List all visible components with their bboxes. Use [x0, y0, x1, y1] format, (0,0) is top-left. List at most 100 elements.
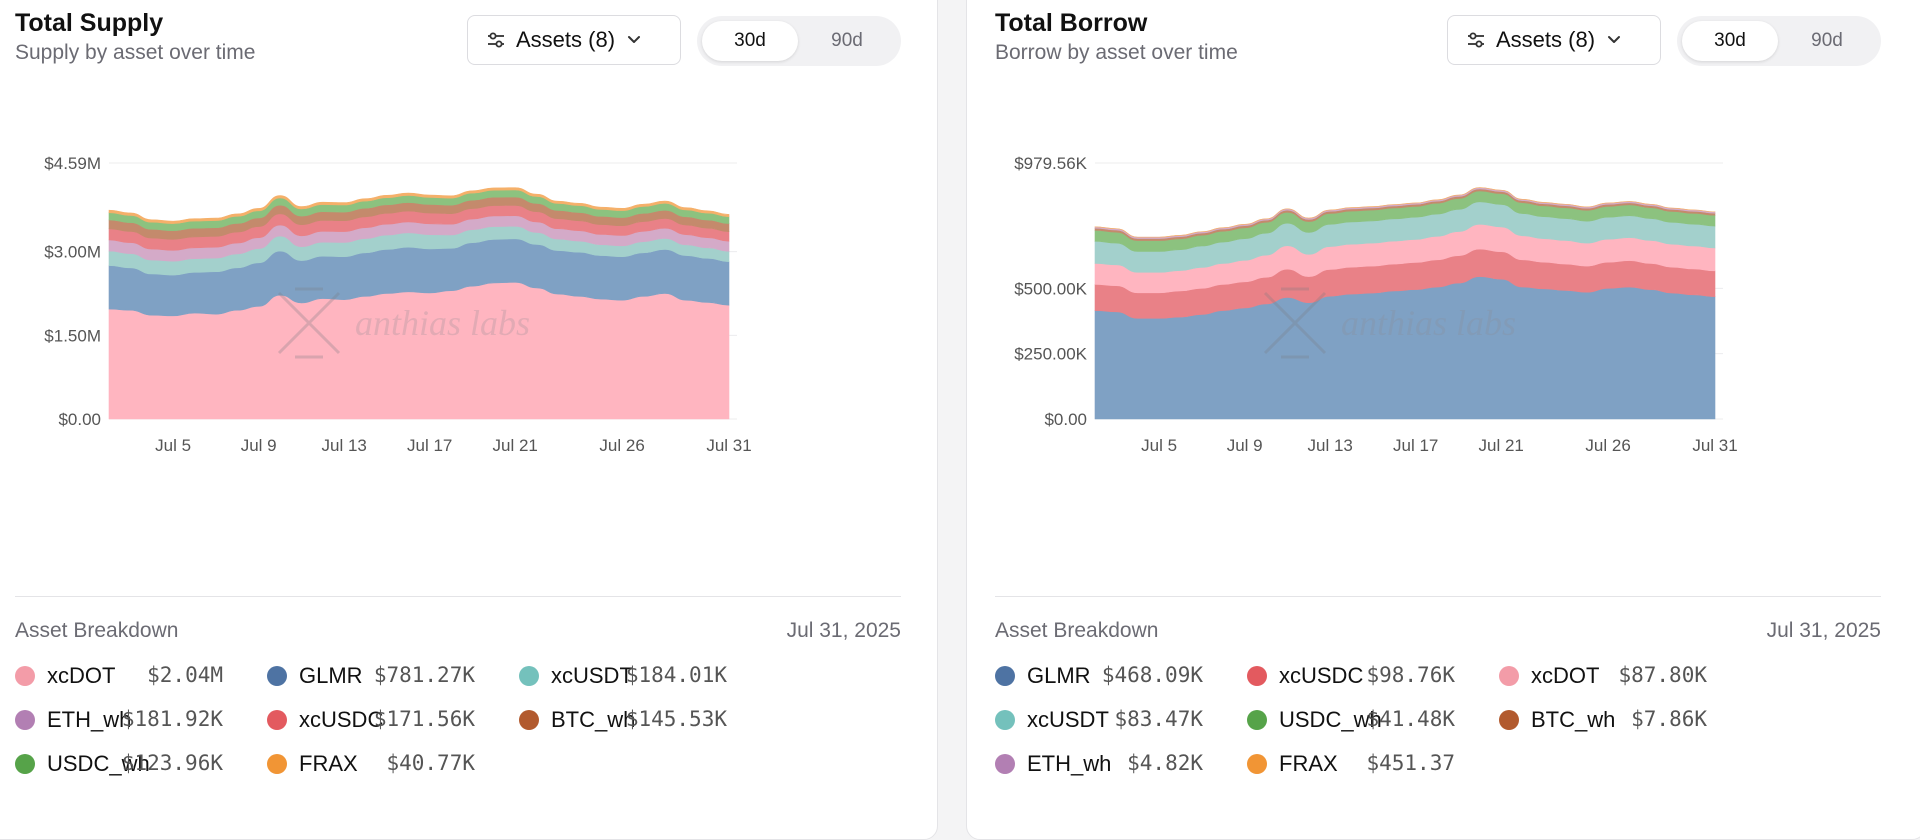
- supply-legend-item-xcusdc[interactable]: xcUSDC $171.56K: [267, 705, 475, 735]
- supply-watermark-logo: anthias labs: [277, 287, 530, 359]
- legend-asset-name: xcDOT: [47, 663, 116, 688]
- borrow-x-tick-label: Jul 21: [1479, 436, 1524, 455]
- supply-title: Total Supply: [15, 9, 164, 37]
- legend-asset-name: USDC_wh: [47, 751, 150, 776]
- supply-breakdown-date: Jul 31, 2025: [786, 619, 901, 642]
- borrow-range-30d[interactable]: 30d: [1682, 21, 1778, 61]
- legend-color-dot: [1247, 754, 1267, 774]
- borrow-area-frax[interactable]: [1094, 187, 1716, 238]
- borrow-watermark-logo: anthias labs: [1263, 287, 1516, 359]
- borrow-legend-item-eth-wh[interactable]: ETH_wh $4.82K: [995, 749, 1203, 779]
- borrow-legend-item-xcdot[interactable]: xcDOT $87.80K: [1499, 661, 1707, 691]
- borrow-x-tick-label: Jul 17: [1393, 436, 1438, 455]
- borrow-y-tick-label: $500.00K: [1014, 279, 1087, 298]
- borrow-legend-item-btc-wh[interactable]: BTC_wh $7.86K: [1499, 705, 1707, 735]
- borrow-assets-label: Assets (8): [1496, 27, 1596, 52]
- borrow-stacked-area-chart: $0.00 $250.00K $500.00K $979.56K anthias lab…: [1014, 154, 1737, 455]
- borrow-range-toggle: 30d 90d: [1677, 16, 1881, 66]
- supply-breakdown-title: Asset Breakdown: [15, 619, 179, 642]
- supply-watermark-text: anthias labs: [355, 303, 530, 343]
- legend-asset-value: $98.76K: [1366, 663, 1455, 687]
- borrow-breakdown-date: Jul 31, 2025: [1766, 619, 1881, 642]
- legend-asset-name: FRAX: [1279, 751, 1338, 776]
- legend-asset-name: GLMR: [299, 663, 363, 688]
- borrow-legend-item-frax[interactable]: FRAX $451.37: [1247, 749, 1455, 779]
- supply-legend-item-xcdot[interactable]: xcDOT $2.04M: [15, 661, 223, 691]
- supply-range-90d[interactable]: 90d: [831, 30, 863, 51]
- supply-area-frax[interactable]: [108, 187, 730, 224]
- legend-color-dot: [995, 666, 1015, 686]
- legend-color-dot: [267, 710, 287, 730]
- borrow-y-tick-label: $0.00: [1044, 410, 1087, 429]
- legend-asset-value: $451.37: [1366, 751, 1455, 775]
- legend-color-dot: [267, 666, 287, 686]
- legend-color-dot: [1247, 710, 1267, 730]
- legend-asset-value: $41.48K: [1366, 707, 1455, 731]
- legend-color-dot: [1499, 710, 1519, 730]
- legend-asset-value: $2.04M: [147, 663, 223, 687]
- supply-x-tick-label: Jul 26: [599, 436, 644, 455]
- borrow-legend-item-glmr[interactable]: GLMR $468.09K: [995, 661, 1203, 691]
- supply-y-tick-label: $4.59M: [44, 154, 101, 173]
- legend-asset-value: $184.01K: [625, 663, 727, 687]
- legend-asset-name: USDC_wh: [1279, 707, 1382, 732]
- legend-color-dot: [15, 666, 35, 686]
- borrow-range-90d[interactable]: 90d: [1811, 30, 1843, 51]
- legend-asset-value: $40.77K: [386, 751, 475, 775]
- legend-asset-name: xcUSDT: [551, 663, 633, 688]
- legend-asset-name: GLMR: [1027, 663, 1091, 688]
- supply-legend-item-btc-wh[interactable]: BTC_wh $145.53K: [519, 705, 727, 735]
- supply-y-tick-label: $0.00: [58, 410, 101, 429]
- legend-asset-value: $87.80K: [1618, 663, 1707, 687]
- borrow-assets-filter-button[interactable]: Assets (8): [1447, 15, 1661, 65]
- borrow-y-tick-label: $250.00K: [1014, 345, 1087, 364]
- supply-range-toggle: 30d 90d: [697, 16, 901, 66]
- supply-x-tick-label: Jul 31: [706, 436, 751, 455]
- legend-asset-value: $83.47K: [1114, 707, 1203, 731]
- legend-asset-name: FRAX: [299, 751, 358, 776]
- legend-color-dot: [267, 754, 287, 774]
- legend-asset-name: ETH_wh: [1027, 751, 1112, 776]
- supply-assets-filter-button[interactable]: Assets (8): [467, 15, 681, 65]
- borrow-breakdown-title: Asset Breakdown: [995, 619, 1159, 642]
- supply-x-tick-label: Jul 13: [321, 436, 366, 455]
- legend-color-dot: [995, 710, 1015, 730]
- chevron-down-icon: [628, 36, 641, 43]
- borrow-legend-item-usdc-wh[interactable]: USDC_wh $41.48K: [1247, 705, 1455, 735]
- supply-y-tick-label: $3.00M: [44, 243, 101, 262]
- supply-legend-item-glmr[interactable]: GLMR $781.27K: [267, 661, 475, 691]
- borrow-x-tick-label: Jul 9: [1227, 436, 1263, 455]
- supply-y-tick-label: $1.50M: [44, 326, 101, 345]
- borrow-legend-item-xcusdt[interactable]: xcUSDT $83.47K: [995, 705, 1203, 735]
- supply-legend-item-frax[interactable]: FRAX $40.77K: [267, 749, 475, 779]
- supply-legend-item-eth-wh[interactable]: ETH_wh $181.92K: [15, 705, 223, 735]
- borrow-divider: [995, 596, 1881, 597]
- legend-asset-value: $171.56K: [373, 707, 475, 731]
- borrow-x-tick-label: Jul 13: [1307, 436, 1352, 455]
- legend-asset-name: BTC_wh: [1531, 707, 1616, 732]
- legend-color-dot: [519, 666, 539, 686]
- legend-asset-name: xcUSDC: [299, 707, 384, 732]
- legend-asset-value: $145.53K: [625, 707, 727, 731]
- legend-color-dot: [15, 710, 35, 730]
- legend-asset-name: xcDOT: [1531, 663, 1600, 688]
- borrow-title: Total Borrow: [995, 9, 1148, 37]
- supply-divider: [15, 596, 901, 597]
- sliders-icon: [1468, 32, 1484, 48]
- total-borrow-card: Total Borrow Borrow by asset over time A…: [966, 0, 1920, 840]
- legend-asset-value: $4.82K: [1127, 751, 1203, 775]
- supply-subtitle: Supply by asset over time: [15, 41, 256, 64]
- supply-legend-item-usdc-wh[interactable]: USDC_wh $123.96K: [15, 749, 223, 779]
- supply-legend-item-xcusdt[interactable]: xcUSDT $184.01K: [519, 661, 727, 691]
- borrow-legend-item-xcusdc[interactable]: xcUSDC $98.76K: [1247, 661, 1455, 691]
- supply-x-tick-label: Jul 17: [407, 436, 452, 455]
- supply-header: Total Supply Supply by asset over time A…: [0, 0, 937, 101]
- legend-asset-name: BTC_wh: [551, 707, 636, 732]
- supply-assets-label: Assets (8): [516, 27, 616, 52]
- supply-x-tick-label: Jul 5: [155, 436, 191, 455]
- borrow-x-tick-label: Jul 31: [1692, 436, 1737, 455]
- supply-range-30d[interactable]: 30d: [702, 21, 798, 61]
- borrow-subtitle: Borrow by asset over time: [995, 41, 1238, 64]
- legend-color-dot: [995, 754, 1015, 774]
- borrow-x-tick-label: Jul 5: [1141, 436, 1177, 455]
